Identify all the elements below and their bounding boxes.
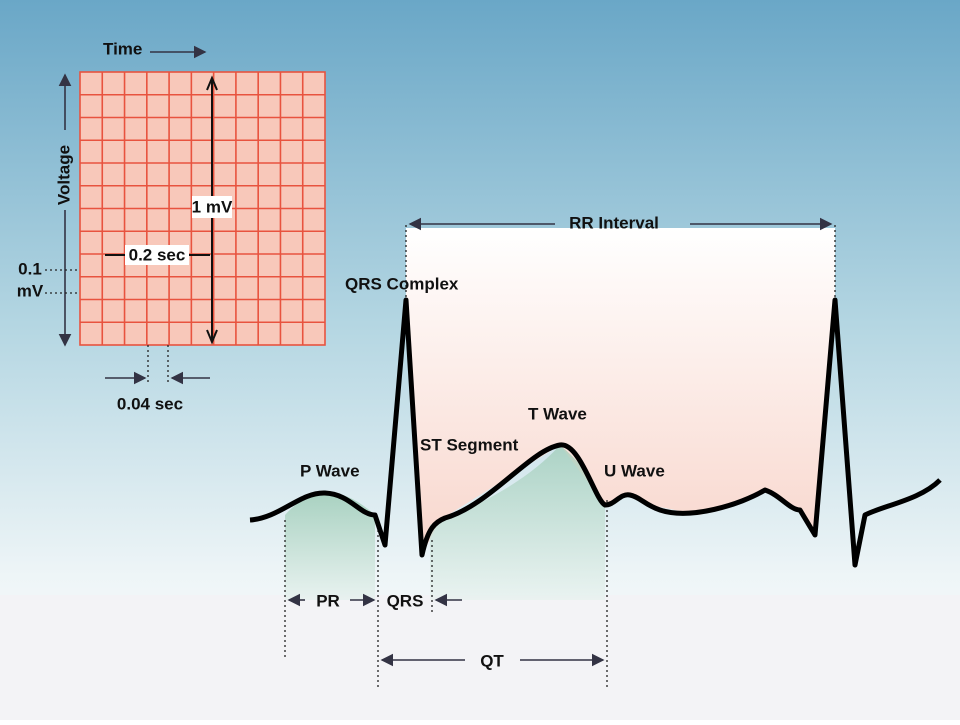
box-duration-label: 0.2 sec	[129, 245, 186, 264]
ecg-trace	[249, 297, 942, 568]
p-wave-label: P Wave	[300, 461, 360, 480]
lower-band	[0, 595, 960, 720]
voltage-label: Voltage	[54, 145, 73, 205]
u-wave-label: U Wave	[604, 461, 665, 480]
label-bg	[125, 245, 189, 265]
guides	[284, 225, 836, 690]
p-shade	[285, 492, 375, 600]
small-voltage-unit: mV	[17, 281, 44, 300]
amplitude-label: 1 mV	[192, 197, 233, 216]
time-label: Time	[103, 39, 142, 58]
qt-label: QT	[480, 651, 504, 670]
pr-label: PR	[316, 591, 340, 610]
qrs-complex-label: QRS Complex	[345, 274, 459, 293]
qrs-label: QRS	[387, 591, 424, 610]
small-voltage-label: 0.1	[18, 259, 42, 278]
st-segment-label: ST Segment	[420, 435, 519, 454]
t-wave-label: T Wave	[528, 404, 587, 423]
rr-label: RR Interval	[569, 213, 659, 232]
t-shade	[430, 445, 605, 600]
label-bg	[192, 196, 232, 218]
arrow-heads	[206, 75, 218, 345]
small-duration-label: 0.04 sec	[117, 394, 183, 413]
